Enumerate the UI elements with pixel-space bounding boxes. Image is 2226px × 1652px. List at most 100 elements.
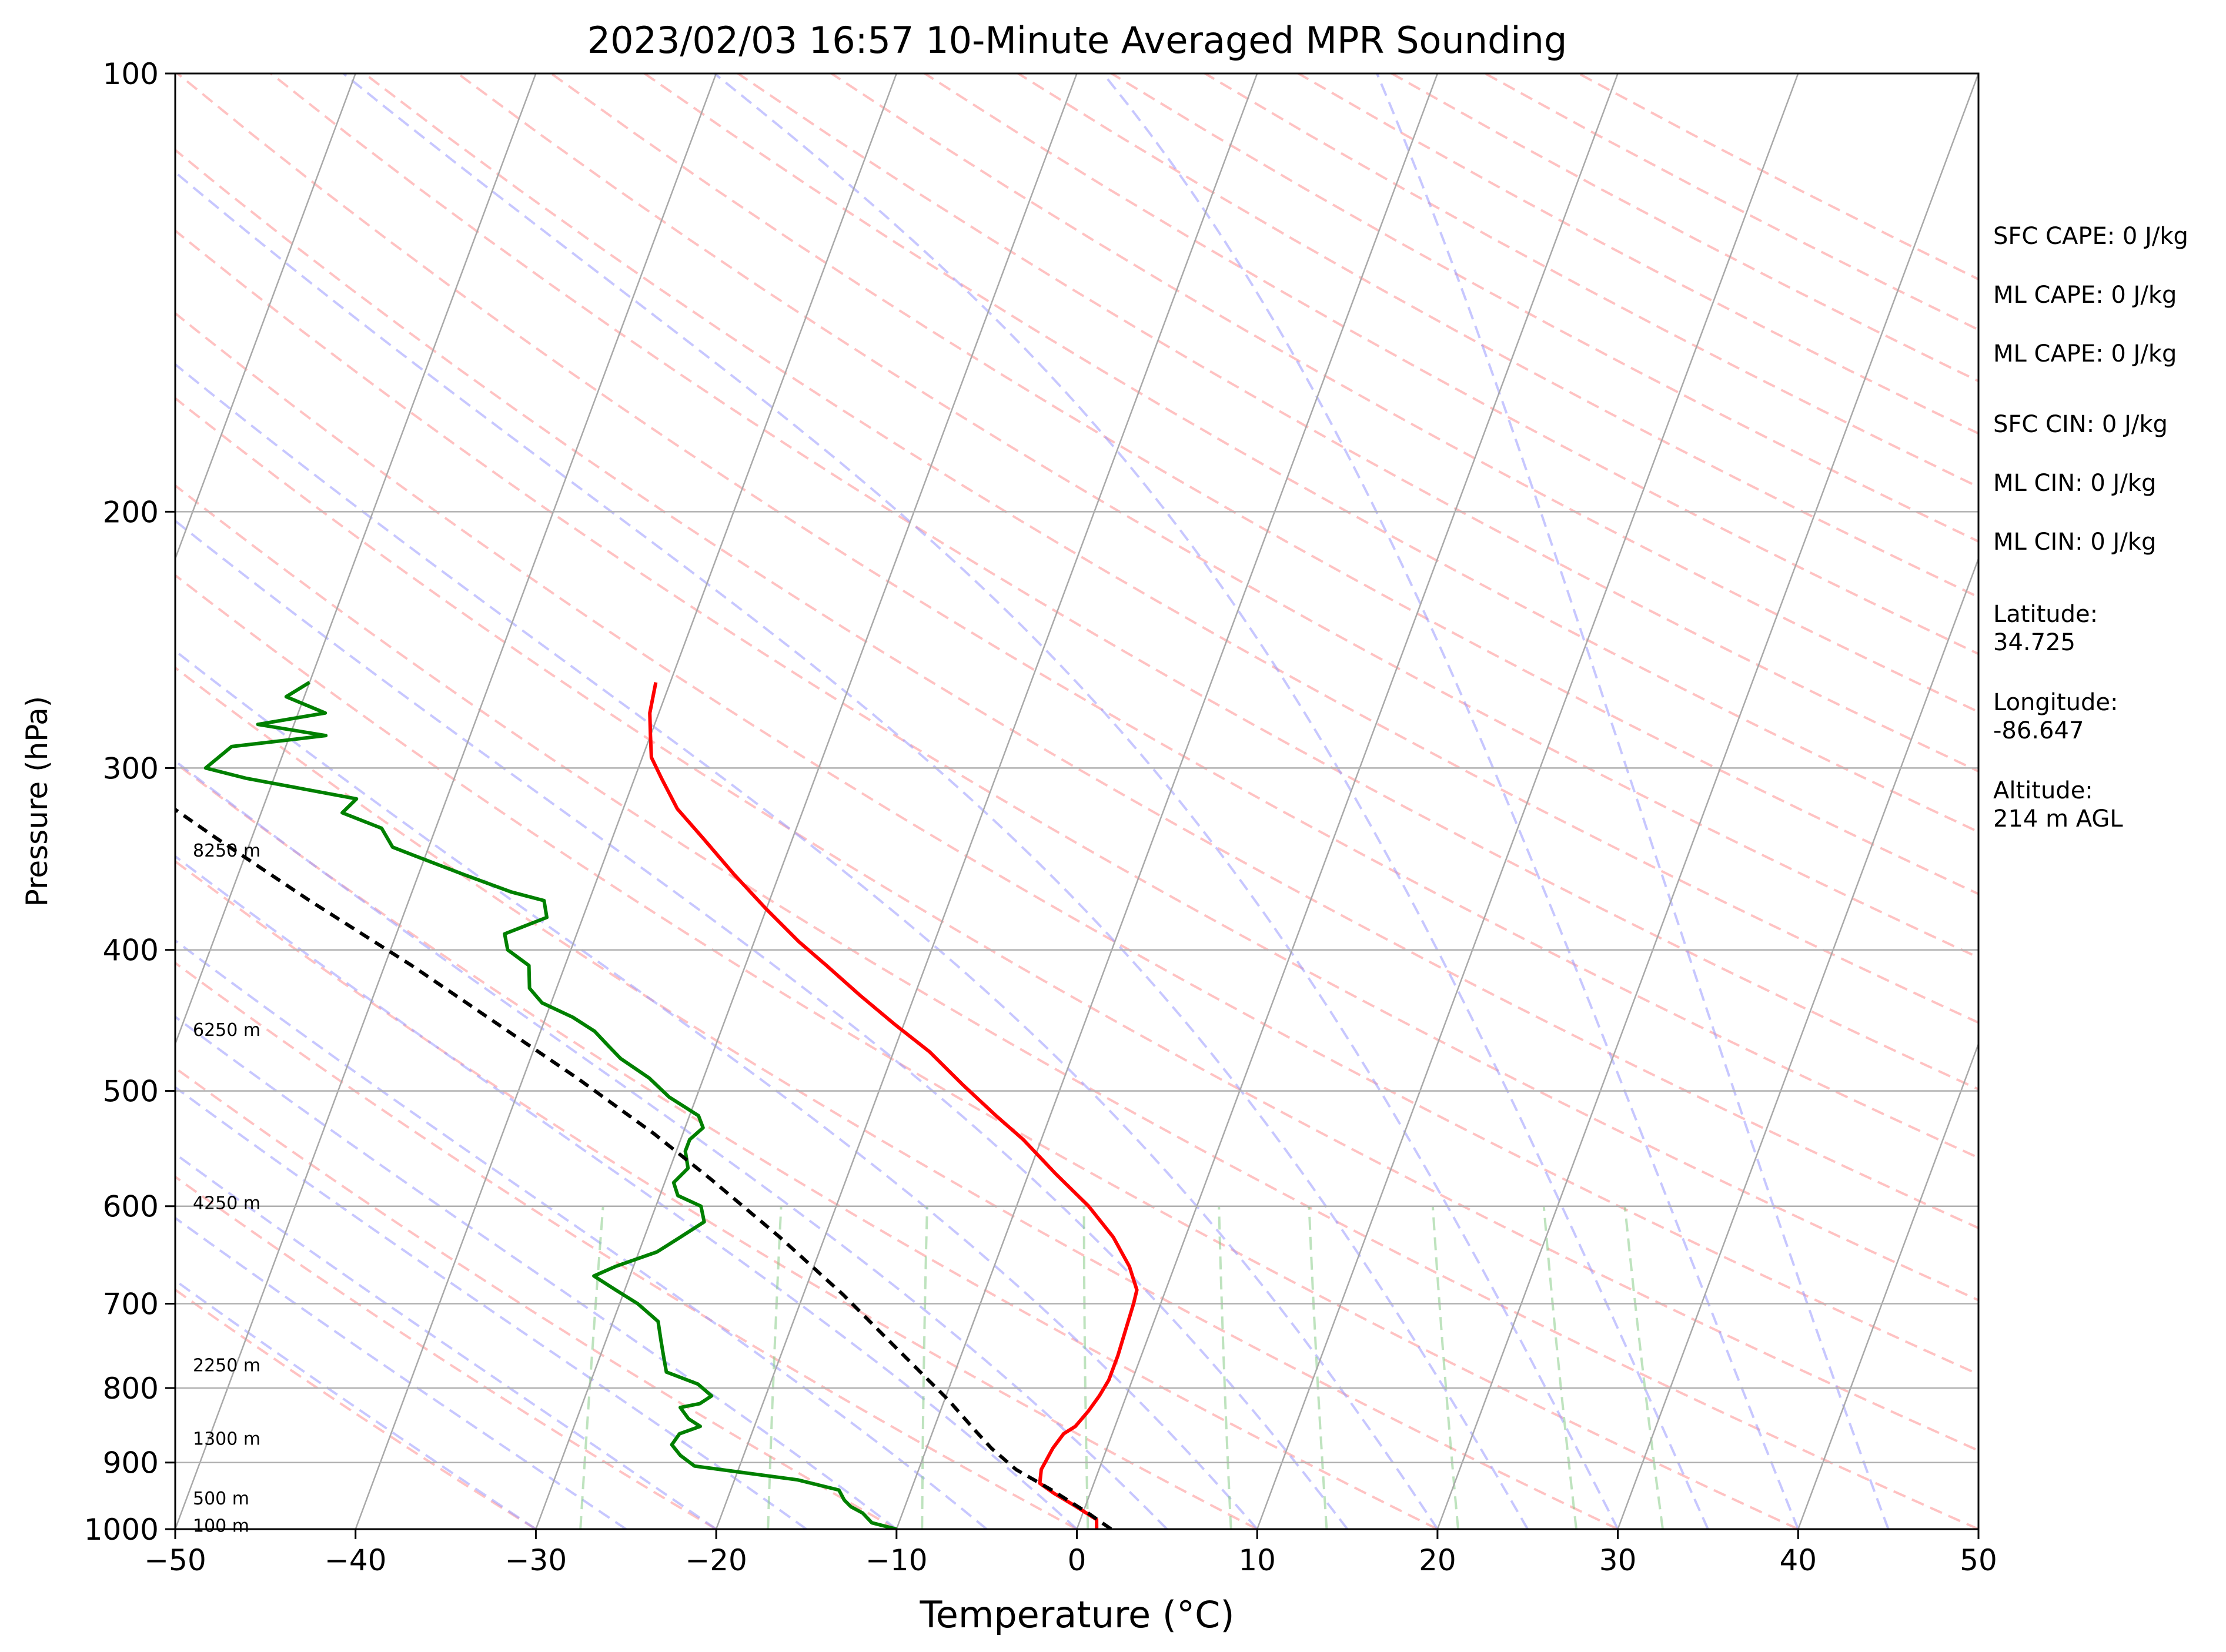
altitude-value: 214 m AGL: [1993, 805, 2123, 832]
x-tick-label: −20: [685, 1543, 747, 1577]
y-tick-label: 1000: [84, 1513, 159, 1547]
moist-adiabat: [175, 1216, 627, 1529]
y-tick-label: 500: [103, 1075, 159, 1109]
isotherm: [175, 73, 537, 1046]
ml-cin-text: ML CIN: 0 J/kg: [1993, 529, 2156, 556]
temperature-line: [648, 682, 1139, 1529]
latitude-label: Latitude:: [1993, 601, 2098, 628]
isotherm: [355, 73, 897, 1529]
dry-adiabat: [175, 961, 1078, 1529]
latitude-value: 34.725: [1993, 629, 2075, 656]
dry-adiabat: [175, 1066, 897, 1529]
moist-adiabat: [175, 170, 1529, 1529]
isotherm: [1256, 73, 1799, 1529]
height-label: 4250 m: [193, 1193, 260, 1213]
isotherm: [1797, 1042, 1978, 1529]
moist-adiabat: [713, 73, 1709, 1529]
sfc-cin-text: SFC CIN: 0 J/kg: [1993, 411, 2168, 438]
x-tick-label: −30: [505, 1543, 567, 1577]
ml-cape-text: ML CAPE: 0 J/kg: [1993, 340, 2177, 367]
y-tick-label: 700: [103, 1287, 159, 1321]
moist-adiabat: [175, 1085, 807, 1529]
dry-adiabat: [270, 73, 1978, 1091]
y-tick-label: 900: [103, 1446, 159, 1480]
moist-adiabat: [175, 855, 1078, 1529]
isotherm: [1436, 73, 1978, 1529]
moist-adiabat: [1376, 73, 1890, 1529]
height-label: 6250 m: [193, 1020, 260, 1041]
x-tick-label: 50: [1960, 1543, 1997, 1577]
dry-adiabat: [363, 73, 1978, 1024]
moist-adiabat: [175, 649, 1258, 1529]
moist-adiabat: [1102, 73, 1800, 1529]
isotherm: [535, 73, 1078, 1529]
dry-adiabat: [457, 73, 1978, 959]
sfc-cape-text: SFC CAPE: 0 J/kg: [1993, 223, 2188, 250]
y-tick-label: 800: [103, 1372, 159, 1406]
mixing-ratio-line: [1542, 1206, 1577, 1529]
x-tick-label: 10: [1238, 1543, 1276, 1577]
mixing-ratio-line: [767, 1206, 783, 1529]
dry-adiabat: [175, 573, 1799, 1529]
longitude-value: -86.647: [1993, 717, 2084, 744]
moist-adiabat: [175, 939, 988, 1529]
parcel-line: [175, 807, 1112, 1529]
y-tick-label: 300: [103, 751, 159, 785]
x-tick-label: −50: [144, 1543, 206, 1577]
moist-adiabat: [175, 1279, 537, 1529]
height-labels: 8250 m 6250 m 4250 m 2250 m 1300 m 500 m 100 m: [193, 841, 260, 1536]
dry-adiabat: [175, 229, 1978, 1302]
x-tick-label: 30: [1599, 1543, 1637, 1577]
moist-adiabat: [175, 363, 1439, 1529]
isotherm: [175, 73, 356, 561]
x-tick-label: −10: [865, 1543, 928, 1577]
plot-area: [175, 73, 1978, 1529]
height-label: 1300 m: [193, 1429, 260, 1450]
moist-adiabat: [175, 519, 1349, 1529]
mixing-ratio-line: [1431, 1206, 1459, 1529]
mixing-ratio-line: [1218, 1206, 1232, 1529]
y-tick-label: 600: [103, 1190, 159, 1224]
x-axis-label: Temperature (°C): [919, 1593, 1234, 1636]
info-panel: SFC CAPE: 0 J/kg ML CAPE: 0 J/kg ML CAPE…: [1993, 223, 2188, 832]
height-label: 100 m: [193, 1516, 249, 1537]
x-tick-label: −40: [325, 1543, 387, 1577]
moist-adiabat: [342, 73, 1619, 1529]
y-axis: 100 200 300 400 500 600 700 800 900 1000: [84, 57, 175, 1547]
dry-adiabat: [175, 860, 1258, 1529]
x-tick-label: 20: [1419, 1543, 1456, 1577]
moist-adiabat: [175, 1152, 717, 1529]
dry-adiabat: [644, 73, 1978, 834]
dry-adiabat: [550, 73, 1978, 895]
x-tick-label: 40: [1779, 1543, 1817, 1577]
mixing-ratio-line: [579, 1206, 604, 1529]
background-lines: [175, 73, 1978, 1529]
isotherm: [1076, 73, 1619, 1529]
moist-adiabat: [175, 760, 1168, 1529]
ml-cin-text: ML CIN: 0 J/kg: [1993, 470, 2156, 497]
dry-adiabat: [175, 396, 1978, 1452]
isotherm: [715, 73, 1258, 1529]
y-tick-label: 200: [103, 495, 159, 529]
height-label: 8250 m: [193, 841, 260, 861]
dewpoint-line: [203, 681, 897, 1529]
height-label: 2250 m: [193, 1356, 260, 1376]
x-tick-label: 0: [1068, 1543, 1087, 1577]
dry-adiabat: [175, 666, 1619, 1529]
dry-adiabat: [176, 73, 1978, 1159]
isotherm: [175, 73, 717, 1529]
dry-adiabat: [175, 148, 1978, 1230]
dry-adiabat: [175, 312, 1978, 1376]
profile-lines: [175, 681, 1139, 1529]
isotherm: [895, 73, 1439, 1529]
mixing-ratio-line: [1082, 1206, 1089, 1529]
x-axis: −50 −40 −30 −20 −10 0 10 20 30 40 50: [144, 1529, 1997, 1577]
altitude-label: Altitude:: [1993, 777, 2093, 804]
dry-adiabat: [175, 761, 1438, 1529]
chart-title: 2023/02/03 16:57 10-Minute Averaged MPR …: [587, 19, 1567, 62]
dry-adiabat: [175, 484, 1978, 1529]
y-tick-label: 400: [103, 934, 159, 968]
ml-cape-text: ML CAPE: 0 J/kg: [1993, 282, 2177, 309]
y-axis-label: Pressure (hPa): [20, 696, 54, 907]
